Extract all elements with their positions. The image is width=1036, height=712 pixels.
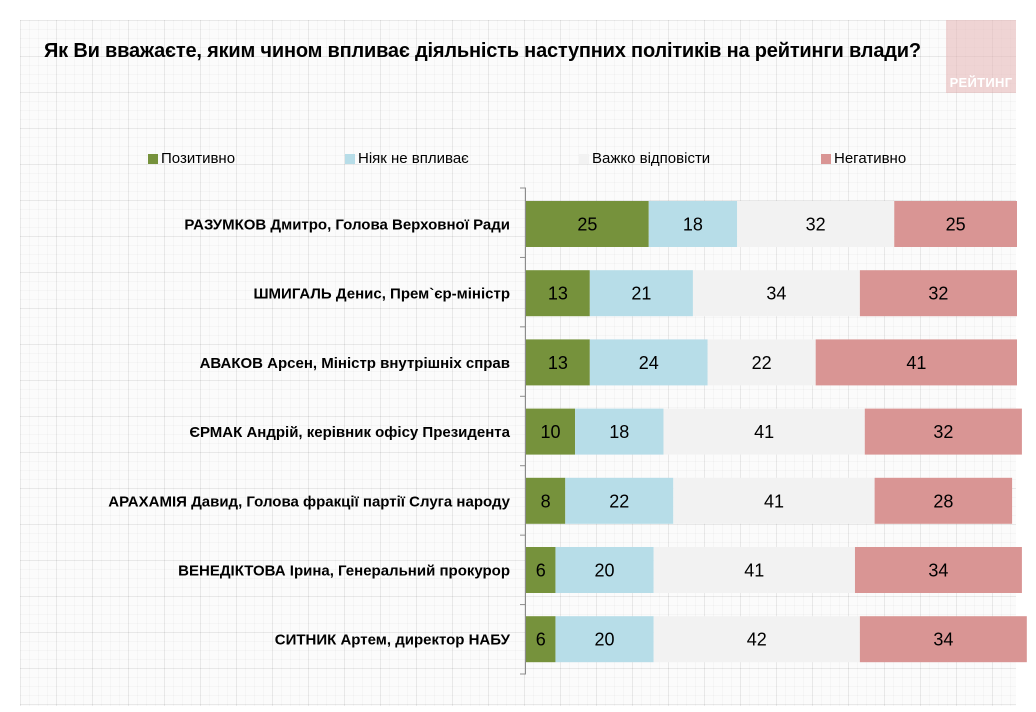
bar-segment-hard-to-say bbox=[707, 339, 816, 386]
bar-segment-no-effect bbox=[575, 408, 664, 455]
bar-segment-negative bbox=[854, 547, 1022, 593]
legend-swatch-negative bbox=[821, 153, 831, 164]
legend-label-hard-to-say: Важко відповісти bbox=[592, 150, 711, 167]
legend-swatch-hard-to-say bbox=[579, 153, 589, 164]
data-label-negative: 32 bbox=[928, 284, 948, 304]
data-label-no-effect: 20 bbox=[595, 630, 615, 650]
data-label-hard-to-say: 34 bbox=[766, 284, 786, 304]
data-label-positive: 10 bbox=[541, 422, 561, 442]
bar-segment-hard-to-say bbox=[653, 616, 860, 663]
legend-item-hard-to-say: Важко відповісти bbox=[579, 150, 710, 167]
data-label-no-effect: 22 bbox=[609, 491, 629, 511]
data-label-positive: 8 bbox=[541, 491, 551, 511]
bar-segment-positive bbox=[526, 547, 556, 593]
bar-row: РАЗУМКОВ Дмитро, Голова Верховної Ради 25… bbox=[184, 201, 1017, 247]
category-label: АВАКОВ Арсен, Міністр внутрішніх справ bbox=[200, 355, 510, 372]
rating-logo: РЕЙТИНГ bbox=[946, 20, 1016, 93]
bar-segment-negative bbox=[815, 339, 1017, 386]
bar-segment-no-effect bbox=[648, 201, 738, 247]
legend-swatch-no-effect bbox=[345, 153, 355, 164]
bar-segment-hard-to-say bbox=[692, 270, 860, 317]
bar-row: АРАХАМІЯ Давид, Голова фракції партії Сл… bbox=[108, 477, 1013, 524]
legend-label-positive: Позитивно bbox=[161, 150, 236, 167]
bar-segment-positive bbox=[526, 270, 590, 317]
data-label-no-effect: 18 bbox=[609, 422, 629, 442]
bar-segment-no-effect bbox=[555, 547, 654, 593]
legend-item-no-effect: Ніяк не впливає bbox=[345, 150, 469, 167]
category-label: ВЕНЕДІКТОВА Ірина, Генеральний прокурор bbox=[178, 563, 510, 580]
data-label-negative: 25 bbox=[946, 215, 966, 235]
data-label-hard-to-say: 42 bbox=[747, 630, 767, 650]
category-label: ШМИГАЛЬ Денис, Прем`єр-міністр bbox=[253, 286, 510, 303]
data-label-negative: 32 bbox=[933, 422, 953, 442]
bar-row: ВЕНЕДІКТОВА Ірина, Генеральний прокурор 6… bbox=[178, 547, 1022, 593]
bar-segment-no-effect bbox=[589, 270, 693, 317]
bar-segment-no-effect bbox=[565, 477, 674, 524]
data-label-hard-to-say: 41 bbox=[764, 491, 784, 511]
legend-label-negative: Негативно bbox=[834, 150, 907, 167]
data-label-no-effect: 21 bbox=[631, 284, 651, 304]
bar-segment-hard-to-say bbox=[673, 477, 875, 524]
data-label-no-effect: 24 bbox=[639, 353, 659, 373]
bar-segment-positive bbox=[526, 408, 576, 455]
legend-item-negative: Негативно bbox=[821, 150, 906, 167]
legend: Позитивно Ніяк не впливає Важко відповіс… bbox=[0, 150, 1036, 170]
bar-segment-hard-to-say bbox=[737, 201, 895, 247]
bar-segment-hard-to-say bbox=[653, 547, 855, 593]
category-label: ЄРМАК Андрій, керівник офісу Президента bbox=[189, 424, 510, 441]
bar-segment-negative bbox=[874, 477, 1013, 524]
bar-segment-positive bbox=[526, 477, 566, 524]
chart-title: Як Ви вважаєте, яким чином впливає діяль… bbox=[44, 40, 921, 62]
bar-segment-negative bbox=[859, 616, 1027, 663]
category-label: АРАХАМІЯ Давид, Голова фракції партії Сл… bbox=[108, 493, 510, 510]
bar-row: СИТНИК Артем, директор НАБУ 6 20 42 34 bbox=[275, 616, 1027, 663]
bar-segment-negative bbox=[859, 270, 1017, 317]
data-label-hard-to-say: 32 bbox=[806, 215, 826, 235]
data-label-positive: 13 bbox=[548, 353, 568, 373]
data-label-negative: 34 bbox=[928, 561, 948, 581]
data-label-negative: 41 bbox=[906, 353, 926, 373]
data-label-positive: 6 bbox=[536, 561, 546, 581]
data-label-no-effect: 18 bbox=[683, 215, 703, 235]
legend-swatch-positive bbox=[148, 153, 158, 164]
legend-label-no-effect: Ніяк не впливає bbox=[358, 150, 469, 167]
data-label-positive: 6 bbox=[536, 630, 546, 650]
bar-row: ШМИГАЛЬ Денис, Прем`єр-міністр 13 21 34 32 bbox=[253, 270, 1017, 317]
bar-segment-positive bbox=[526, 201, 649, 247]
rating-logo-text: РЕЙТИНГ bbox=[949, 75, 1013, 90]
category-label: РАЗУМКОВ Дмитро, Голова Верховної Ради bbox=[184, 217, 510, 234]
bar-segment-no-effect bbox=[555, 616, 654, 663]
bar-row: АВАКОВ Арсен, Міністр внутрішніх справ 13… bbox=[200, 339, 1017, 386]
bar-segment-positive bbox=[526, 616, 556, 663]
legend-item-positive: Позитивно bbox=[148, 150, 235, 167]
bar-segment-no-effect bbox=[589, 339, 708, 386]
data-label-hard-to-say: 22 bbox=[752, 353, 772, 373]
bar-segment-negative bbox=[894, 201, 1017, 247]
data-label-negative: 34 bbox=[933, 630, 953, 650]
data-label-negative: 28 bbox=[933, 491, 953, 511]
category-label: СИТНИК Артем, директор НАБУ bbox=[275, 632, 511, 649]
data-label-hard-to-say: 41 bbox=[744, 561, 764, 581]
bar-row: ЄРМАК Андрій, керівник офісу Президента 1… bbox=[189, 408, 1022, 455]
data-label-no-effect: 20 bbox=[595, 561, 615, 581]
bar-segment-positive bbox=[526, 339, 590, 386]
data-label-hard-to-say: 41 bbox=[754, 422, 774, 442]
data-label-positive: 13 bbox=[548, 284, 568, 304]
bar-segment-hard-to-say bbox=[663, 408, 865, 455]
data-label-positive: 25 bbox=[577, 215, 597, 235]
bar-segment-negative bbox=[864, 408, 1022, 455]
